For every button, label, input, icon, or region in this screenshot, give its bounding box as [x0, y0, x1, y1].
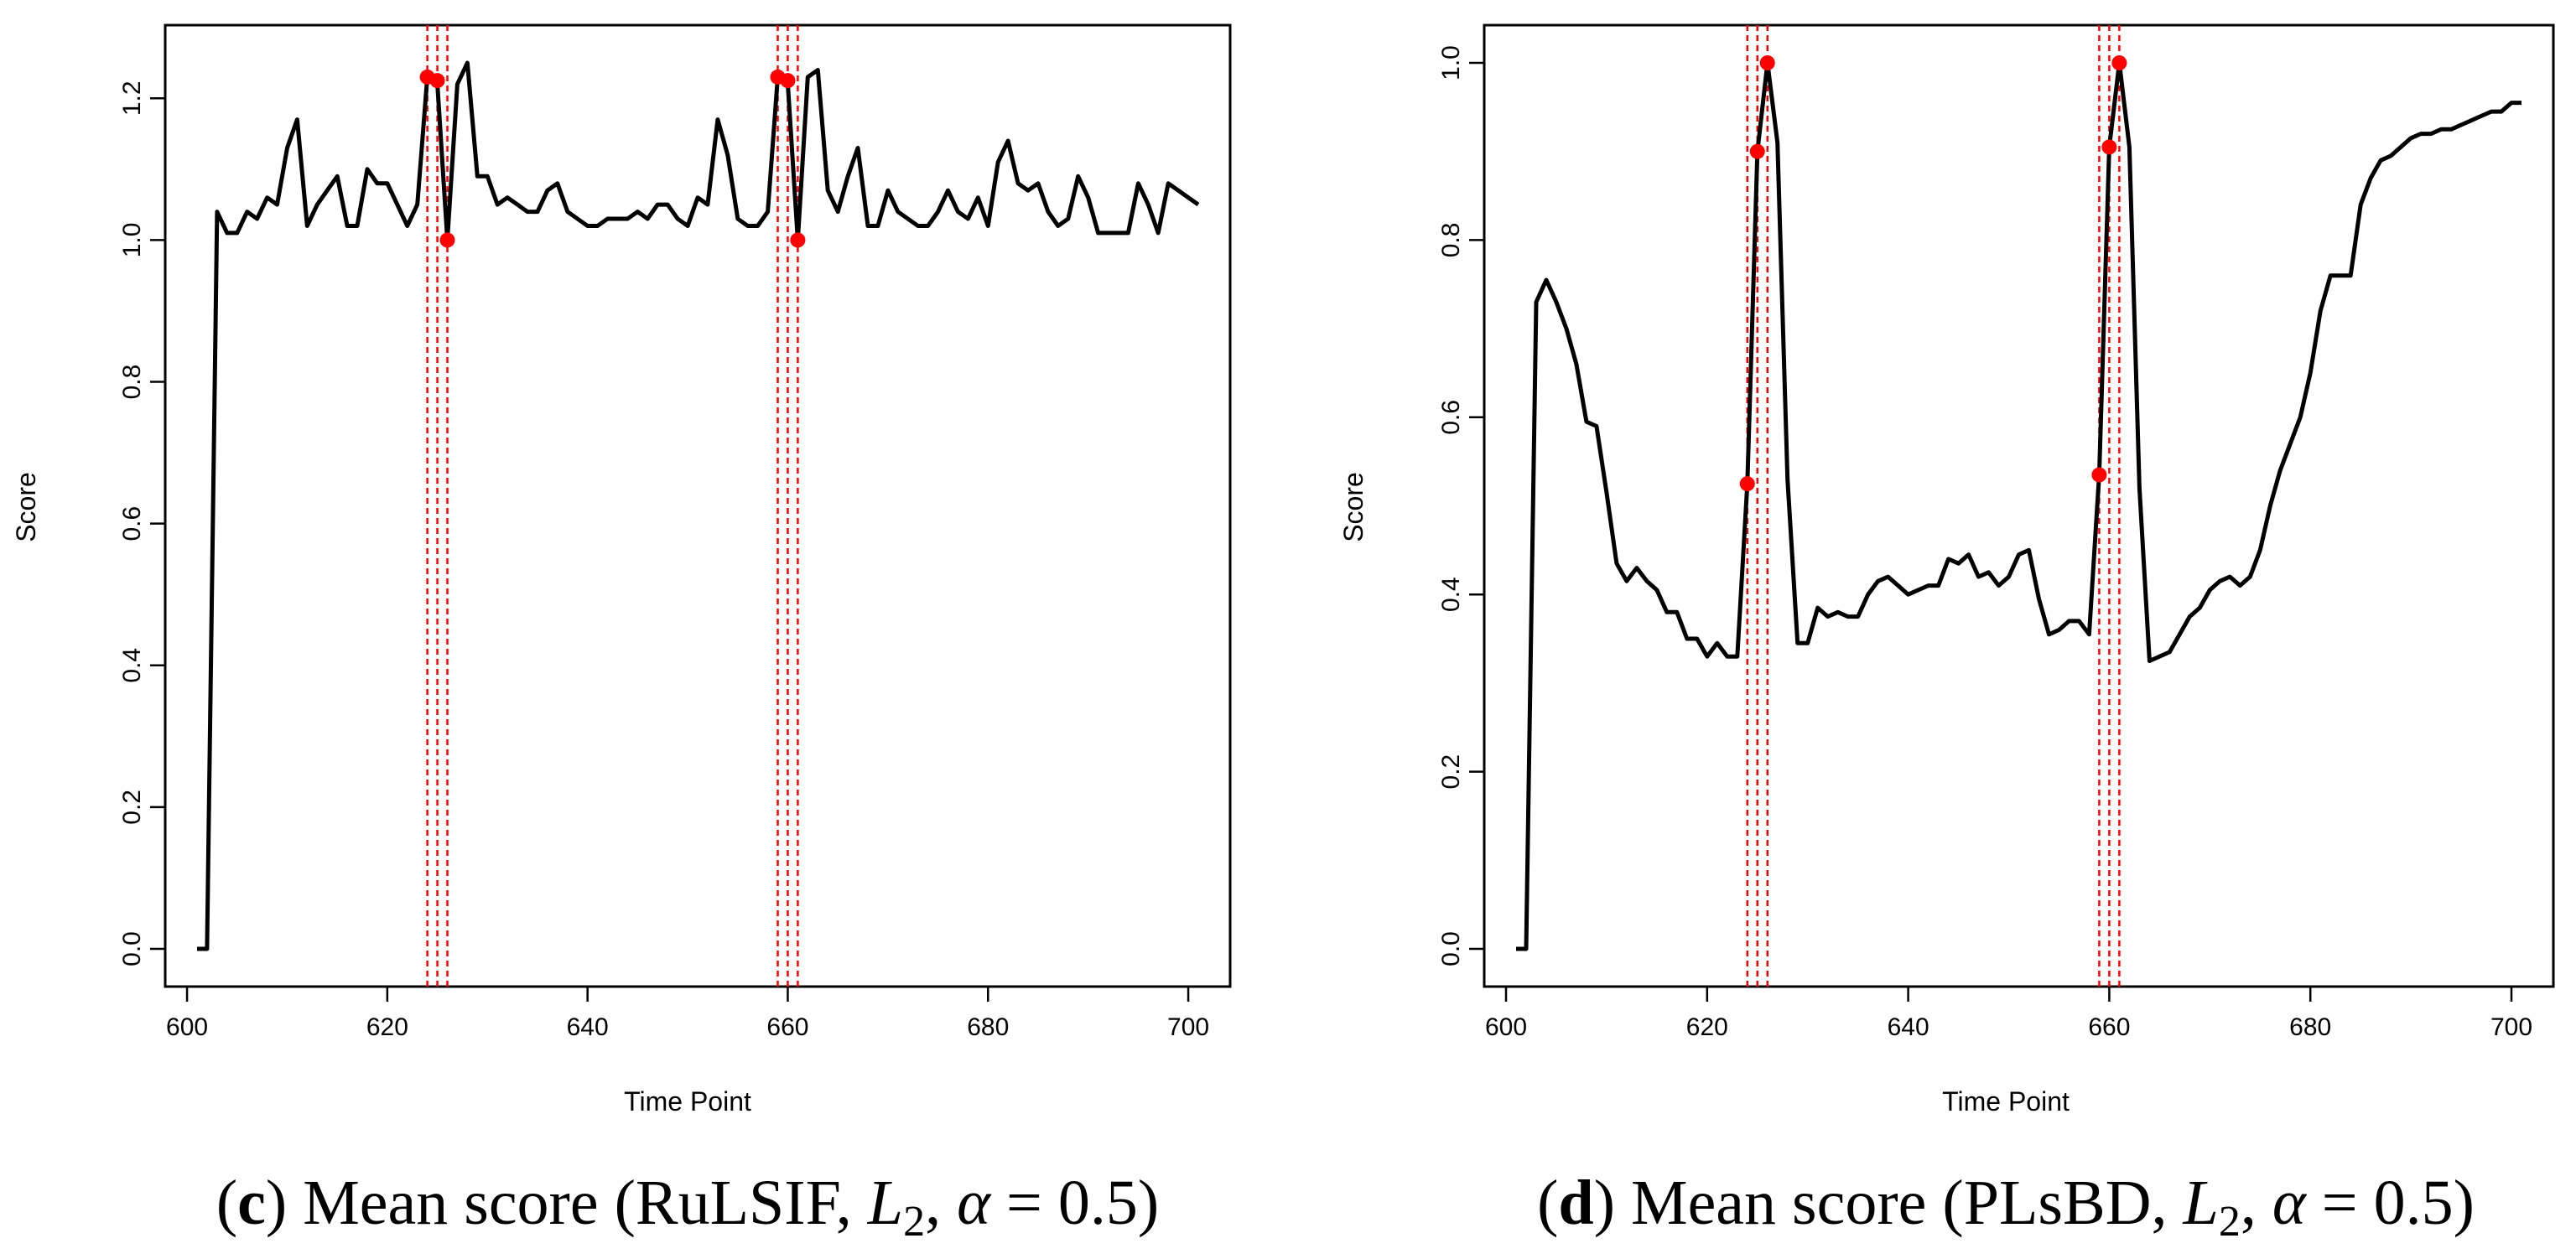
caption-c-eq: = 0.5) [990, 1168, 1159, 1238]
x-tick-label-c: 640 [567, 1013, 609, 1041]
plot-frame-d [1483, 23, 2555, 988]
change-point-marker-d [1749, 143, 1765, 159]
plot-area-c: 600 620 640 660 680 700 0.0 0.2 0.4 0.6 0.8 1.0 1.2 [118, 23, 1232, 1041]
change-point-marker-d [1739, 476, 1755, 492]
y-axis-label-d: Score [1338, 472, 1368, 542]
x-tick-label-d: 680 [2289, 1013, 2331, 1041]
y-tick-label-d: 0.8 [1437, 223, 1465, 258]
change-point-marker-d [1759, 55, 1775, 70]
plot-frame-c [164, 23, 1232, 988]
caption-d-alpha: α [2272, 1168, 2308, 1238]
change-point-marker-c [790, 232, 806, 248]
caption-c-math: L [867, 1168, 903, 1238]
y-tick-label-c: 0.2 [118, 790, 146, 825]
caption-d-eq: = 0.5) [2306, 1168, 2475, 1238]
caption-d-letter: d [1558, 1168, 1593, 1238]
x-tick-label-d: 600 [1485, 1013, 1527, 1041]
x-tick-label-c: 660 [766, 1013, 808, 1041]
caption-c-text: Mean score (RuLSIF, [303, 1168, 852, 1238]
caption-d-sub: 2 [2219, 1198, 2241, 1246]
caption-c-comma: , [925, 1168, 957, 1238]
change-point-marker-d [2111, 55, 2127, 70]
caption-d: (d) Mean score (PLsBD, L2, α = 0.5) [1537, 1168, 2475, 1246]
caption-c-sub: 2 [903, 1198, 925, 1246]
y-tick-label-d: 0.0 [1437, 931, 1465, 966]
caption-c-alpha: α [957, 1168, 992, 1238]
x-tick-label-d: 660 [2088, 1013, 2130, 1041]
change-point-marker-c [439, 232, 455, 248]
x-axis-label-c: Time Point [624, 1086, 751, 1117]
caption-c-letter: c [237, 1168, 266, 1238]
caption-d-math: L [2183, 1168, 2219, 1238]
score-line-c [197, 60, 1200, 951]
change-point-marker-d [2091, 467, 2107, 483]
x-tick-label-d: 640 [1888, 1013, 1929, 1041]
change-point-marker-c [429, 73, 445, 89]
x-tick-label-c: 700 [1167, 1013, 1209, 1041]
plot-area-d: 600 620 640 660 680 700 0.0 0.2 0.4 0.6 0.8 1.0 [1437, 23, 2555, 1041]
chart-panel-d: 600 620 640 660 680 700 0.0 0.2 0.4 0.6 0.8 1.0 Tim… [1338, 23, 2555, 1246]
x-tick-label-d: 700 [2490, 1013, 2532, 1041]
y-tick-label-c: 0.8 [118, 365, 146, 400]
y-tick-label-c: 0.4 [118, 648, 146, 683]
y-axis-label-c: Score [11, 472, 41, 542]
x-tick-label-c: 680 [967, 1013, 1009, 1041]
caption-c: (c) Mean score (RuLSIF, L2, α = 0.5) [216, 1168, 1159, 1246]
caption-d-text: Mean score (PLsBD, [1631, 1168, 2168, 1238]
chart-panel-c: 600 620 640 660 680 7000.00.20.40.60.81.01.2 … [11, 23, 1232, 1246]
y-tick-label-c: 0.6 [118, 506, 146, 541]
change-point-marker-d [2101, 139, 2117, 155]
y-tick-label-d: 0.4 [1437, 577, 1465, 612]
x-tick-label-d: 620 [1686, 1013, 1728, 1041]
x-tick-label-c: 600 [166, 1013, 208, 1041]
score-line-d [1516, 60, 2521, 951]
caption-d-comma: , [2241, 1168, 2272, 1238]
y-tick-label-d: 1.0 [1437, 45, 1465, 80]
x-axis-label-d: Time Point [1942, 1086, 2070, 1117]
y-tick-label-d: 0.2 [1437, 754, 1465, 790]
y-tick-label-c: 0.0 [118, 931, 146, 966]
y-tick-label-c: 1.2 [118, 80, 146, 116]
x-tick-label-c: 620 [366, 1013, 408, 1041]
y-tick-label-d: 0.6 [1437, 400, 1465, 435]
y-tick-label-c: 1.0 [118, 223, 146, 258]
change-point-marker-c [780, 73, 796, 89]
